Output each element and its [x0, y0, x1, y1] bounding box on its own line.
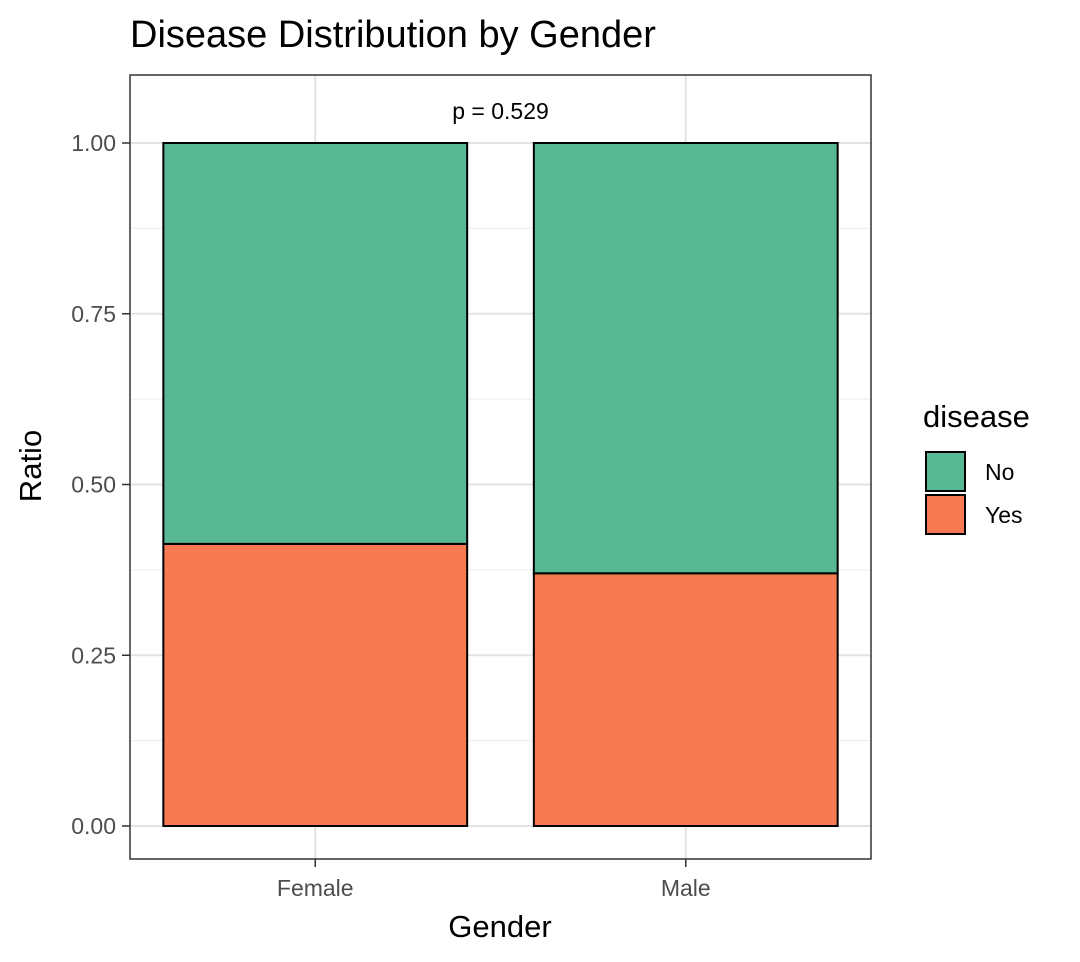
y-tick-label: 0.00 — [71, 813, 116, 839]
x-tick-label: Female — [277, 875, 354, 901]
bar-male-no — [532, 142, 839, 575]
p-value-annotation: p = 0.529 — [452, 98, 549, 124]
y-tick-label: 1.00 — [71, 130, 116, 156]
legend: disease No Yes — [923, 399, 1030, 535]
x-axis-title: Gender — [448, 909, 551, 944]
y-tick-label: 0.50 — [71, 472, 116, 498]
legend-key-no — [925, 451, 966, 492]
bar-female-no — [162, 142, 469, 545]
y-tick-label: 0.25 — [71, 642, 116, 668]
legend-title: disease — [923, 399, 1030, 434]
y-tick-label: 0.75 — [71, 301, 116, 327]
legend-label-yes: Yes — [985, 502, 1023, 528]
bar-male-yes — [532, 572, 839, 827]
legend-key-yes — [925, 494, 966, 535]
x-tick-label: Male — [661, 875, 711, 901]
bars — [162, 142, 839, 828]
bar-female-yes — [162, 542, 469, 828]
chart-title: Disease Distribution by Gender — [130, 14, 656, 56]
plot-panel-border — [129, 74, 872, 860]
legend-label-no: No — [985, 459, 1014, 485]
y-axis-title: Ratio — [13, 430, 48, 502]
axes: 0.00 0.25 0.50 0.75 1.00 Female Male — [71, 130, 710, 901]
